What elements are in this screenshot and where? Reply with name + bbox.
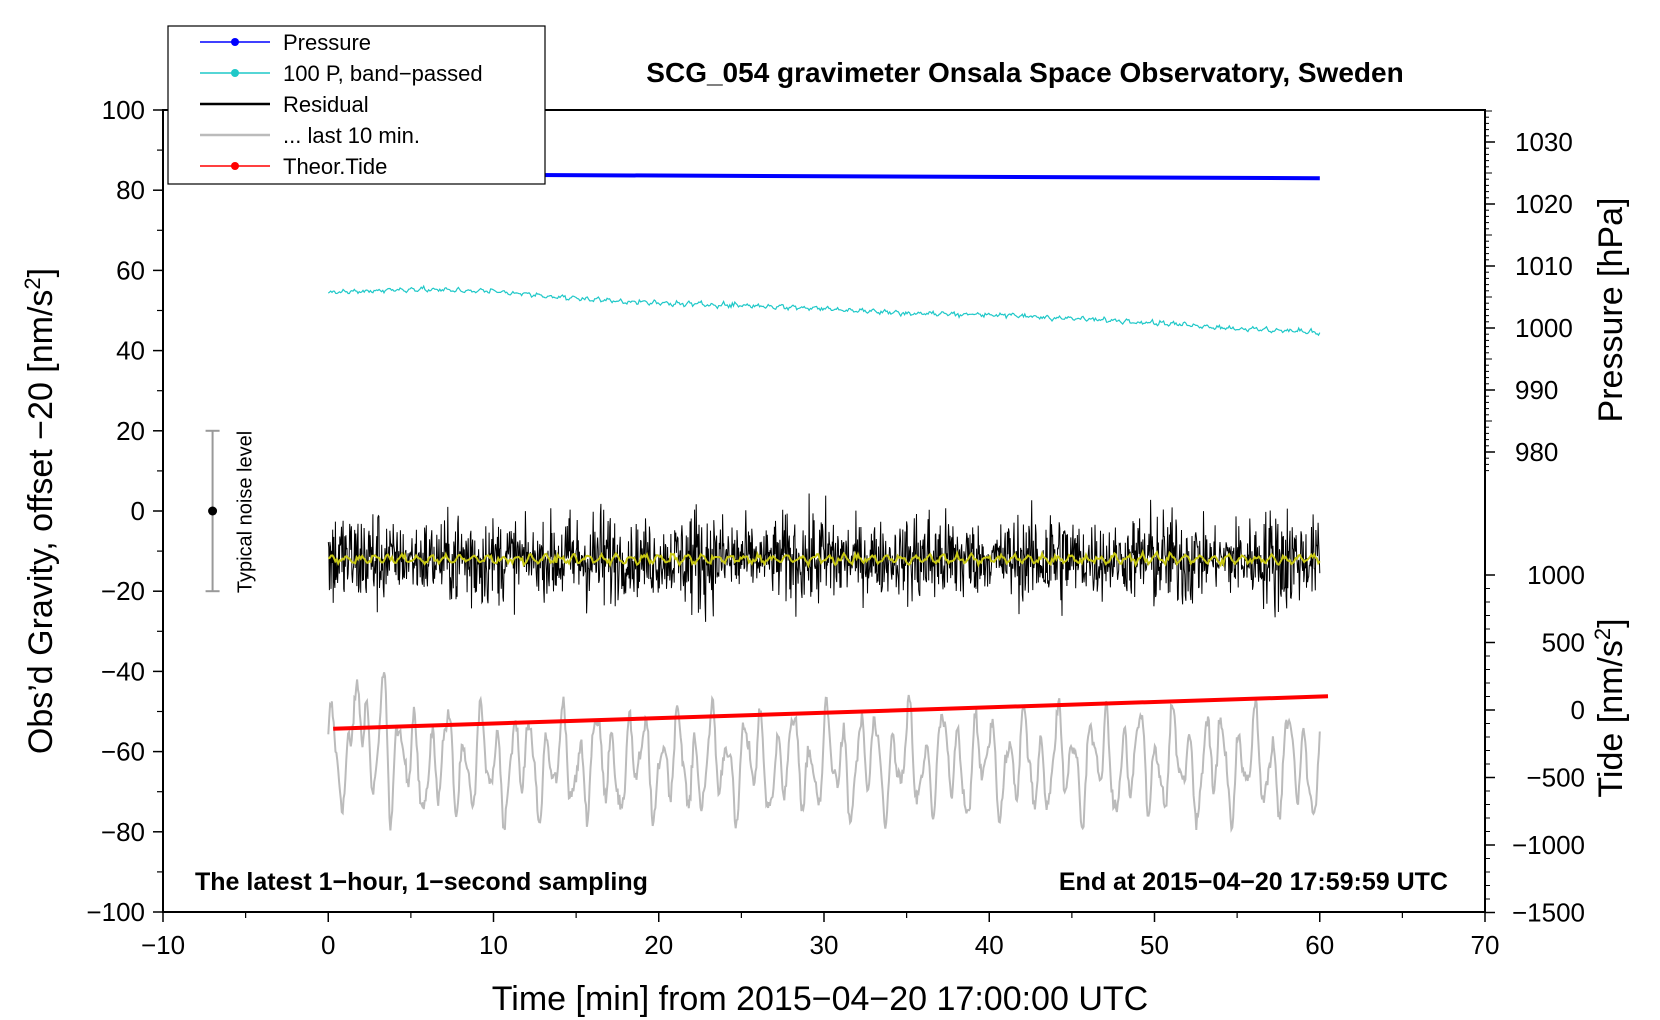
y-tick-label: 20 <box>116 416 145 446</box>
tide-tick-label: −1000 <box>1512 830 1585 860</box>
x-tick-label: 50 <box>1140 930 1169 960</box>
y-axis-left-title-sup: 2 <box>20 277 45 289</box>
tide-axis-ticks: 1000 500 0 −500 −1000 −1500 <box>1485 560 1585 928</box>
series-layer <box>327 172 1329 833</box>
x-axis-ticks: −10 0 10 20 30 40 50 60 70 <box>141 912 1500 960</box>
legend-item: 100 P, band−passed <box>200 61 483 86</box>
series-theoretical-tide <box>333 694 1329 731</box>
legend-marker <box>231 38 239 46</box>
legend-item: ... last 10 min. <box>200 123 420 148</box>
pressure-tick-label: 1030 <box>1515 127 1573 157</box>
x-tick-label: 40 <box>975 930 1004 960</box>
x-tick-label: 60 <box>1305 930 1334 960</box>
tide-tick-label: 0 <box>1571 695 1585 725</box>
legend-item: Pressure <box>200 30 371 55</box>
pressure-axis-title: Pressure [hPa] <box>1592 198 1630 423</box>
legend-label: Pressure <box>283 30 371 55</box>
pressure-tick-label: 980 <box>1515 437 1558 467</box>
tide-axis-title-sup: 2 <box>1590 628 1615 640</box>
y-tick-label: 80 <box>116 175 145 205</box>
y-axis-left-title-close: ] <box>22 268 60 277</box>
noise-bar-label: Typical noise level <box>234 431 256 593</box>
pressure-tick-label: 990 <box>1515 375 1558 405</box>
tide-axis-title-close: ] <box>1592 618 1630 627</box>
pressure-tick-label: 1000 <box>1515 313 1573 343</box>
chart-title: SCG_054 gravimeter Onsala Space Observat… <box>646 57 1403 88</box>
legend: Pressure 100 P, band−passed Residual ... la… <box>167 25 546 185</box>
y-tick-label: −40 <box>101 656 145 686</box>
tide-tick-label: 1000 <box>1527 560 1585 590</box>
y-tick-label: 0 <box>131 496 145 526</box>
x-tick-label: 20 <box>644 930 673 960</box>
y-tick-label: 40 <box>116 336 145 366</box>
series-residual <box>327 493 1321 622</box>
legend-marker <box>231 69 239 77</box>
y-tick-label: −60 <box>101 737 145 767</box>
legend-item: Residual <box>200 92 369 117</box>
legend-marker <box>231 162 239 170</box>
tide-tick-label: 500 <box>1542 628 1585 658</box>
y-tick-label: −100 <box>86 897 145 927</box>
noise-bar-center-dot <box>208 506 218 516</box>
tide-axis-title-main: Tide [nm/s <box>1592 640 1630 797</box>
series-residual-smoothed <box>327 548 1321 569</box>
tide-tick-label: −500 <box>1526 763 1585 793</box>
x-tick-label: 0 <box>321 930 335 960</box>
series-band-passed-pressure <box>327 284 1321 337</box>
annotation-sampling: The latest 1−hour, 1−second sampling <box>195 868 648 896</box>
pressure-tick-label: 1020 <box>1515 189 1573 219</box>
legend-item: Theor.Tide <box>200 154 387 179</box>
y-tick-label: 100 <box>102 95 145 125</box>
x-axis-title: Time [min] from 2015−04−20 17:00:00 UTC <box>492 980 1148 1018</box>
legend-label: 100 P, band−passed <box>283 61 483 86</box>
pressure-axis-ticks: 1030 1020 1010 1000 990 980 <box>1485 110 1573 472</box>
x-tick-label: 10 <box>479 930 508 960</box>
y-axis-left-title: Obs’d Gravity, offset −20 [nm/s2] <box>20 268 60 754</box>
y-tick-label: 60 <box>116 255 145 285</box>
pressure-tick-label: 1010 <box>1515 251 1573 281</box>
noise-bar <box>205 429 220 593</box>
y-tick-label: −80 <box>101 817 145 847</box>
y-axis-left-ticks: 100 80 60 40 20 0 −20 −40 −60 −80 −100 <box>86 95 163 927</box>
x-tick-label: 30 <box>810 930 839 960</box>
x-tick-label: −10 <box>141 930 185 960</box>
plot-frame <box>162 109 1486 913</box>
legend-label: ... last 10 min. <box>283 123 420 148</box>
tide-axis-title: Tide [nm/s2] <box>1590 618 1630 797</box>
legend-label: Residual <box>283 92 369 117</box>
series-last-10-min <box>327 672 1321 833</box>
tide-tick-label: −1500 <box>1512 898 1585 928</box>
legend-label: Theor.Tide <box>283 154 387 179</box>
annotation-end-time: End at 2015−04−20 17:59:59 UTC <box>1059 868 1448 896</box>
y-axis-left-title-main: Obs’d Gravity, offset −20 [nm/s <box>22 290 60 755</box>
y-tick-label: −20 <box>101 576 145 606</box>
x-tick-label: 70 <box>1471 930 1500 960</box>
